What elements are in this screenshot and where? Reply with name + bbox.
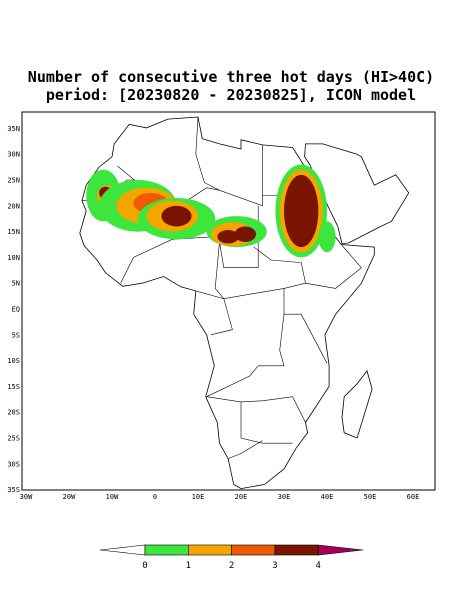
lat-label: 35N (7, 125, 20, 133)
lat-label: 35S (7, 486, 20, 494)
colorbar-arrow (317, 544, 364, 556)
lon-label: 50E (364, 493, 377, 501)
heat-area (217, 230, 239, 244)
border (195, 290, 233, 336)
colorbar-arrow (99, 544, 146, 556)
lon-label: 0 (153, 493, 157, 501)
coastline (304, 143, 410, 244)
lat-label: 20N (7, 202, 20, 210)
lon-label: 20E (235, 493, 248, 501)
colorbar: 0 1 2 3 4 (99, 544, 364, 571)
border (227, 440, 263, 459)
heat-area (318, 221, 336, 253)
lat-label: 10S (7, 357, 20, 365)
heat-area (161, 205, 192, 227)
map (79, 116, 410, 490)
colorbar-label: 2 (229, 561, 234, 571)
lon-label: 10W (106, 493, 119, 501)
heat-area (234, 226, 257, 242)
lat-label: EQ (12, 306, 20, 314)
lat-label: 25S (7, 435, 20, 443)
lat-label: 10N (7, 254, 20, 262)
border (206, 396, 306, 423)
lon-label: 20W (63, 493, 76, 501)
title-line: period: [20230820 - 20230825], ICON mode… (46, 86, 416, 104)
colorbar-segment (274, 544, 319, 556)
lon-label: 40E (321, 493, 334, 501)
lat-label: 20S (7, 409, 20, 417)
colorbar-label: 3 (272, 561, 277, 571)
border (240, 401, 293, 444)
lon-label: 30E (278, 493, 291, 501)
heat-area (284, 174, 319, 248)
lat-label: 15S (7, 383, 20, 391)
colorbar-label: 1 (186, 561, 191, 571)
border (284, 313, 328, 364)
lon-label: 60E (407, 493, 420, 501)
coastline (341, 370, 373, 439)
colorbar-segment (188, 544, 232, 556)
lon-label: 30W (20, 493, 33, 501)
lat-label: 5S (12, 331, 20, 339)
border (195, 116, 220, 191)
colorbar-label: 4 (315, 561, 320, 571)
lat-label: 25N (7, 177, 20, 185)
colorbar-label: 0 (142, 561, 147, 571)
lat-label: 5N (12, 280, 20, 288)
colorbar-segment (231, 544, 276, 556)
lat-label: 30N (7, 151, 20, 159)
colorbar-segment (144, 544, 189, 556)
lat-label: 15N (7, 228, 20, 236)
lon-label: 10E (192, 493, 205, 501)
map-frame (21, 111, 436, 491)
title-line: Number of consecutive three hot days (HI… (28, 68, 434, 86)
lat-label: 30S (7, 460, 20, 468)
